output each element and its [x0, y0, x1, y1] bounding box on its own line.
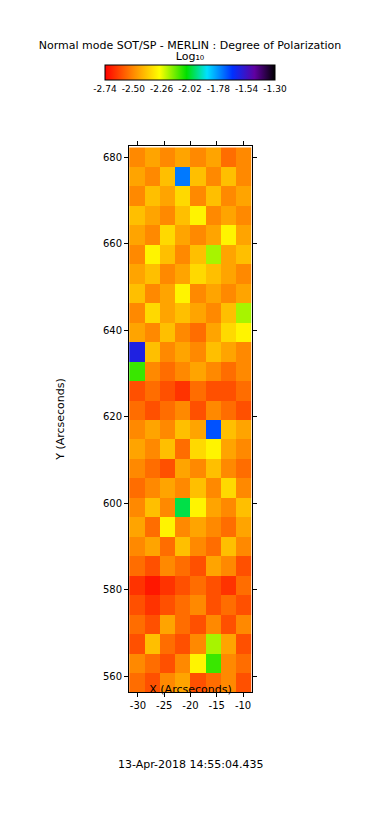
svg-text:640: 640: [103, 325, 122, 336]
svg-text:-2.02: -2.02: [178, 84, 201, 94]
svg-text:-20: -20: [182, 700, 198, 711]
svg-text:-1.30: -1.30: [263, 84, 287, 94]
svg-text:Normal mode SOT/SP - MERLIN :: Normal mode SOT/SP - MERLIN : Degree of …: [39, 39, 342, 52]
svg-text:680: 680: [103, 152, 122, 163]
svg-text:560: 560: [103, 671, 122, 682]
svg-text:-1.54: -1.54: [235, 84, 259, 94]
svg-text:-15: -15: [209, 700, 225, 711]
svg-text:Log₁₀: Log₁₀: [176, 50, 205, 63]
svg-text:-25: -25: [156, 700, 172, 711]
svg-text:580: 580: [103, 584, 122, 595]
svg-text:-2.26: -2.26: [150, 84, 174, 94]
svg-text:-30: -30: [130, 700, 146, 711]
svg-text:-10: -10: [235, 700, 251, 711]
svg-text:Y (Arcseconds): Y (Arcseconds): [54, 378, 67, 461]
svg-text:-1.78: -1.78: [207, 84, 231, 94]
svg-text:620: 620: [103, 411, 122, 422]
svg-text:660: 660: [103, 238, 122, 249]
svg-text:13-Apr-2018 14:55:04.435: 13-Apr-2018 14:55:04.435: [118, 758, 263, 771]
svg-text:-2.50: -2.50: [122, 84, 146, 94]
svg-text:-2.74: -2.74: [93, 84, 117, 94]
svg-text:600: 600: [103, 498, 122, 509]
svg-text:X (Arcseconds): X (Arcseconds): [149, 683, 231, 696]
